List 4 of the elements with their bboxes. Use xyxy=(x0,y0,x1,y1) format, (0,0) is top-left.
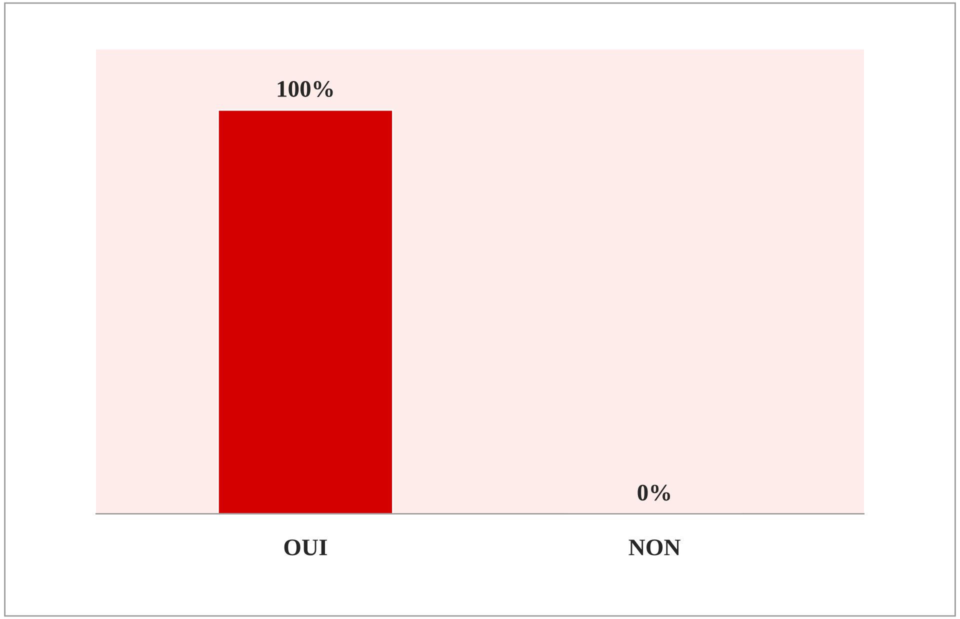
data-label: 100% xyxy=(278,81,333,98)
data-label: 0% xyxy=(638,484,670,501)
x-tick-label: NON xyxy=(628,540,680,556)
x-tick-label: OUI xyxy=(284,540,327,556)
